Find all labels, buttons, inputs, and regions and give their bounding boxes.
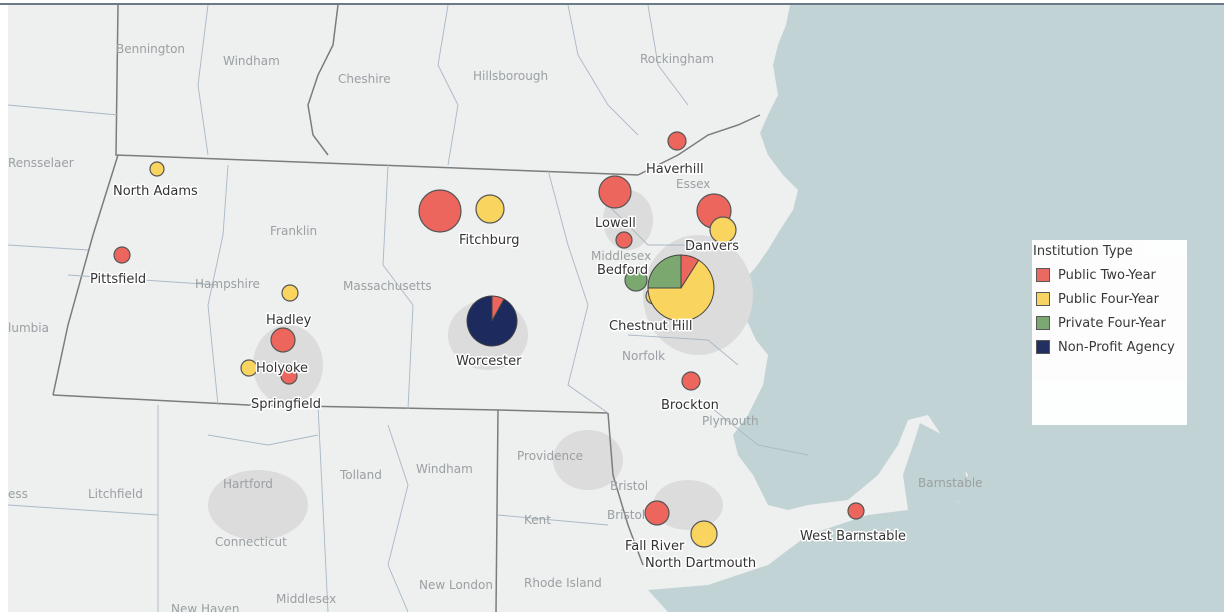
city-label-fitchburg: Fitchburg [459, 233, 520, 248]
county-lines [8, 5, 809, 612]
pie-chestnut-hill[interactable] [647, 254, 715, 322]
region-label-hillsborough: Hillsborough [473, 69, 548, 83]
marker-west-barnstable-public-two-year[interactable] [847, 502, 865, 520]
legend-title: Institution Type [1033, 244, 1133, 259]
marker-pittsfield-public-two-year[interactable] [113, 246, 131, 264]
marker-springfield-public-two-year[interactable] [280, 367, 298, 385]
city-label-north-adams: North Adams [113, 184, 198, 199]
region-label-new-haven: New Haven [171, 602, 239, 612]
region-label-middlesex: Middlesex [591, 249, 651, 263]
region-label-providence: Providence [517, 449, 583, 463]
city-label-hadley: Hadley [266, 313, 312, 328]
marker-fitchburg-public-four-year[interactable] [475, 194, 505, 224]
region-label-franklin: Franklin [270, 224, 317, 238]
city-label-holyoke: Holyoke [256, 361, 308, 376]
city-label-danvers: Danvers [685, 239, 739, 254]
legend-label: Public Two-Year [1058, 267, 1156, 283]
pie-slice-chestnut-hill-private-four-year[interactable] [647, 254, 682, 289]
marker-bedford-public-two-year[interactable] [615, 231, 633, 249]
region-label-massachusetts: Massachusetts [343, 279, 432, 293]
legend: Institution Type Public Two-Year Public F… [1032, 240, 1187, 425]
city-label-haverhill: Haverhill [646, 162, 704, 177]
marker-north-adams-public-four-year[interactable] [149, 161, 165, 177]
legend-swatch [1036, 292, 1050, 306]
legend-items: Public Two-Year Public Four-Year Private F… [1033, 263, 1187, 359]
city-label-springfield: Springfield [251, 397, 321, 412]
top-border [0, 0, 1224, 5]
region-label-windham: Windham [223, 54, 280, 68]
legend-item-private-four-year[interactable]: Private Four-Year [1033, 311, 1187, 335]
region-label-plymouth: Plymouth [702, 414, 759, 428]
map-canvas[interactable]: Bennington Windham Cheshire Hillsborough Roc… [8, 5, 1224, 612]
legend-item-non-profit-agency[interactable]: Non-Profit Agency [1033, 335, 1187, 359]
region-label-ess: ess [8, 487, 28, 501]
cape-cod-bay [903, 423, 968, 510]
region-label-kent: Kent [524, 513, 551, 527]
state-borders [52, 5, 761, 612]
region-label-rhode-island: Rhode Island [524, 576, 602, 590]
city-label-lowell: Lowell [595, 216, 636, 231]
region-label-norfolk: Norfolk [622, 349, 665, 363]
legend-label: Private Four-Year [1058, 315, 1166, 331]
region-label-bristol: Bristol [607, 508, 645, 522]
region-label-connecticut: Connecticut [215, 535, 287, 549]
pie-worcester[interactable] [466, 295, 518, 347]
marker-hadley-public-four-year[interactable] [281, 284, 299, 302]
region-label-barnstable: Barnstable [918, 476, 983, 490]
region-label-rensselaer: Rensselaer [8, 156, 74, 170]
legend-item-public-two-year[interactable]: Public Two-Year [1033, 263, 1187, 287]
region-label-bristol: Bristol [610, 479, 648, 493]
marker-north-dartmouth-public-four-year[interactable] [690, 520, 718, 548]
city-label-north-dartmouth: North Dartmouth [645, 556, 756, 571]
institution-markers[interactable] [113, 131, 865, 548]
marker-lowell-public-two-year[interactable] [598, 175, 632, 209]
region-label-hampshire: Hampshire [195, 277, 260, 291]
region-label-rockingham: Rockingham [640, 52, 714, 66]
marker-gardner-public-two-year[interactable] [418, 189, 462, 233]
pie-markers[interactable] [466, 254, 715, 347]
pie-slice-worcester-non-profit-agency[interactable] [466, 295, 518, 347]
city-labels: North Adams Pittsfield Hadley Holyoke Spring… [89, 161, 908, 573]
legend-swatch [1036, 316, 1050, 330]
region-label-cheshire: Cheshire [338, 72, 391, 86]
marker-westfield-public-four-year[interactable] [240, 359, 258, 377]
marker-waltham-private-four-year[interactable] [624, 268, 648, 292]
legend-label: Non-Profit Agency [1058, 339, 1175, 355]
background-labels: Bennington Windham Cheshire Hillsborough Roc… [8, 42, 983, 612]
legend-label: Public Four-Year [1058, 291, 1159, 307]
city-label-bedford: Bedford [597, 263, 648, 278]
region-label-litchfield: Litchfield [88, 487, 143, 501]
region-label-hartford: Hartford [223, 477, 273, 491]
city-label-brockton: Brockton [661, 398, 719, 413]
legend-item-public-four-year[interactable]: Public Four-Year [1033, 287, 1187, 311]
region-label-tolland: Tolland [339, 468, 382, 482]
city-label-west-barnstable: West Barnstable [800, 529, 906, 544]
region-label-new-london: New London [419, 578, 493, 592]
marker-haverhill-public-two-year[interactable] [667, 131, 687, 151]
region-label-middlesex: Middlesex [276, 592, 336, 606]
region-label-lumbia: lumbia [8, 321, 49, 335]
pie-slice-chestnut-hill-public-four-year[interactable] [647, 259, 715, 322]
city-label-chestnut-hill: Chestnut Hill [609, 319, 693, 334]
legend-swatch [1036, 268, 1050, 282]
region-label-bennington: Bennington [116, 42, 185, 56]
region-label-windham: Windham [416, 462, 473, 476]
city-label-fall-river: Fall River [625, 539, 685, 554]
marker-fall-river-public-two-year[interactable] [644, 500, 670, 526]
city-label-pittsfield: Pittsfield [90, 272, 146, 287]
marker-salem-public-four-year[interactable] [709, 216, 737, 244]
marker-brockton-public-two-year[interactable] [681, 371, 701, 391]
legend-swatch [1036, 340, 1050, 354]
city-label-worcester: Worcester [456, 354, 522, 369]
region-label-essex: Essex [676, 177, 710, 191]
atlantic-ocean [648, 5, 1224, 612]
marker-holyoke-public-two-year[interactable] [270, 327, 296, 353]
